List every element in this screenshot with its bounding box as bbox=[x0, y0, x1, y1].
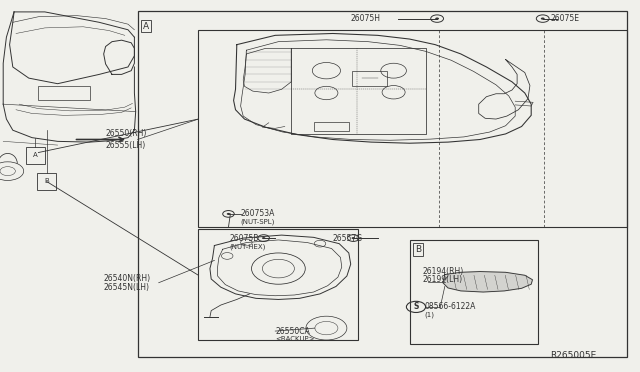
Bar bbox=[38, 86, 90, 100]
Circle shape bbox=[262, 237, 266, 239]
Text: 08566-6122A: 08566-6122A bbox=[424, 302, 476, 311]
Text: R265005E: R265005E bbox=[550, 351, 596, 360]
Text: B: B bbox=[415, 245, 421, 254]
Circle shape bbox=[435, 17, 439, 20]
Text: 26075B: 26075B bbox=[229, 234, 259, 243]
Bar bbox=[410, 240, 538, 344]
Circle shape bbox=[227, 213, 230, 215]
Circle shape bbox=[541, 17, 545, 20]
Text: (NUT-SPL): (NUT-SPL) bbox=[241, 219, 275, 225]
Circle shape bbox=[351, 237, 355, 239]
Bar bbox=[352, 71, 387, 86]
Bar bbox=[37, 173, 56, 190]
Bar bbox=[26, 147, 45, 164]
Bar bbox=[314, 122, 349, 131]
Text: 26550CA: 26550CA bbox=[275, 327, 310, 336]
Text: 260753A: 260753A bbox=[241, 209, 275, 218]
Text: (1): (1) bbox=[424, 312, 435, 318]
Text: (NUT-HEX): (NUT-HEX) bbox=[229, 243, 266, 250]
Text: 26194(RH): 26194(RH) bbox=[422, 267, 463, 276]
Text: <BACKUP>: <BACKUP> bbox=[275, 336, 315, 342]
Bar bbox=[198, 30, 627, 227]
Text: A: A bbox=[33, 152, 38, 158]
Text: B: B bbox=[44, 178, 49, 185]
Text: 26545N(LH): 26545N(LH) bbox=[104, 283, 150, 292]
Polygon shape bbox=[443, 272, 532, 292]
Text: 26075H: 26075H bbox=[351, 14, 381, 23]
Text: 26199(LH): 26199(LH) bbox=[422, 275, 463, 284]
Text: 26540N(RH): 26540N(RH) bbox=[104, 274, 151, 283]
Text: A: A bbox=[143, 22, 149, 31]
Text: 26550(RH): 26550(RH) bbox=[106, 129, 147, 138]
Text: 26557G: 26557G bbox=[333, 234, 363, 243]
Bar bbox=[198, 229, 358, 340]
Text: 26555(LH): 26555(LH) bbox=[106, 141, 146, 150]
Bar bbox=[138, 11, 627, 357]
Text: 26075E: 26075E bbox=[550, 14, 579, 23]
Text: S: S bbox=[413, 302, 419, 311]
